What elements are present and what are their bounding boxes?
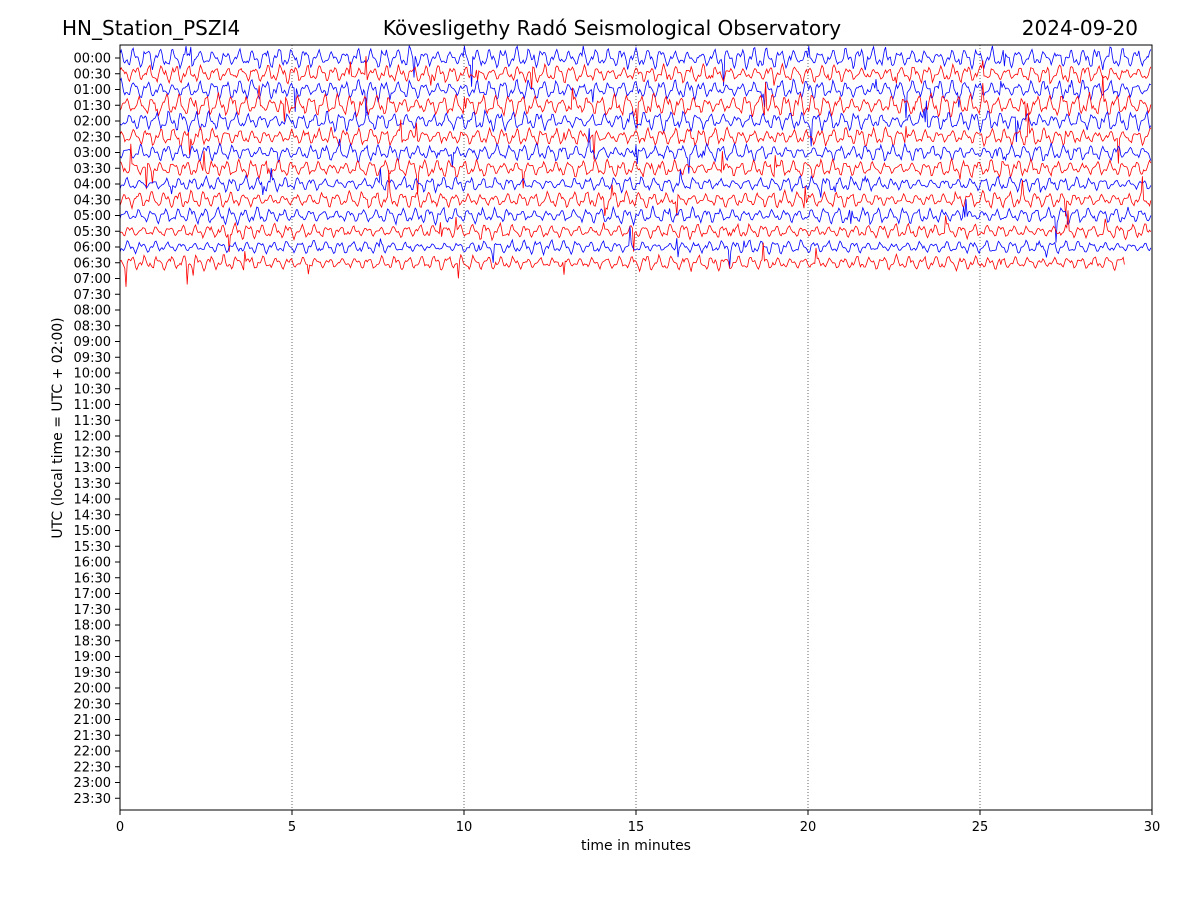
y-tick-label: 15:00 <box>74 524 111 539</box>
y-tick-label: 16:30 <box>74 571 111 586</box>
y-tick-label: 11:30 <box>74 414 111 429</box>
y-tick-label: 19:00 <box>74 650 111 665</box>
trace-0300 <box>119 128 1152 174</box>
trace-0530 <box>119 210 1152 252</box>
trace-0230 <box>119 112 1152 164</box>
observatory-title: Kövesligethy Radó Seismological Observat… <box>383 16 841 40</box>
y-tick-label: 21:30 <box>74 729 111 744</box>
y-tick-label: 12:00 <box>74 430 111 445</box>
y-tick-label: 11:00 <box>74 398 111 413</box>
y-tick-label: 17:00 <box>74 587 111 602</box>
x-tick-label: 0 <box>116 820 124 835</box>
y-tick-label: 13:00 <box>74 461 111 476</box>
y-tick-label: 03:30 <box>74 162 111 177</box>
trace-0200 <box>119 100 1152 147</box>
y-tick-label: 04:00 <box>74 178 111 193</box>
y-tick-label: 06:30 <box>74 256 111 271</box>
y-axis-ticks: 00:0000:3001:0001:3002:0002:3003:0003:30… <box>74 52 120 807</box>
y-tick-label: 00:00 <box>74 52 111 67</box>
y-tick-label: 08:00 <box>74 304 111 319</box>
y-tick-label: 15:30 <box>74 540 111 555</box>
trace-0600 <box>119 226 1152 268</box>
y-tick-label: 01:00 <box>74 83 111 98</box>
trace-0030 <box>119 56 1152 90</box>
y-tick-label: 06:00 <box>74 241 111 256</box>
date-label: 2024-09-20 <box>1022 16 1138 40</box>
y-tick-label: 09:30 <box>74 351 111 366</box>
y-tick-label: 23:30 <box>74 792 111 807</box>
y-tick-label: 08:30 <box>74 319 111 334</box>
trace-0400 <box>119 168 1152 198</box>
trace-0100 <box>119 77 1152 119</box>
y-tick-label: 05:30 <box>74 225 111 240</box>
y-tick-label: 05:00 <box>74 209 111 224</box>
y-tick-label: 02:00 <box>74 115 111 130</box>
y-tick-label: 21:00 <box>74 713 111 728</box>
y-tick-label: 07:30 <box>74 288 111 303</box>
trace-0330 <box>119 143 1152 195</box>
y-tick-label: 18:30 <box>74 634 111 649</box>
y-tick-label: 20:30 <box>74 697 111 712</box>
y-tick-label: 02:30 <box>74 130 111 145</box>
y-tick-label: 10:30 <box>74 382 111 397</box>
y-axis-label: UTC (local time = UTC + 02:00) <box>50 317 66 538</box>
y-tick-label: 20:00 <box>74 682 111 697</box>
y-tick-label: 04:30 <box>74 193 111 208</box>
station-label: HN_Station_PSZI4 <box>62 16 240 40</box>
y-tick-label: 22:00 <box>74 745 111 760</box>
y-tick-label: 01:30 <box>74 99 111 114</box>
trace-0000 <box>119 44 1152 87</box>
trace-0430 <box>119 170 1152 217</box>
y-tick-label: 23:00 <box>74 776 111 791</box>
y-tick-label: 22:30 <box>74 760 111 775</box>
x-axis-label: time in minutes <box>581 838 691 854</box>
x-tick-label: 30 <box>1144 820 1161 835</box>
x-tick-label: 25 <box>972 820 989 835</box>
y-tick-label: 03:00 <box>74 146 111 161</box>
trace-0500 <box>119 199 1152 243</box>
y-tick-label: 16:00 <box>74 556 111 571</box>
y-tick-label: 19:30 <box>74 666 111 681</box>
y-tick-label: 07:00 <box>74 272 111 287</box>
x-tick-label: 20 <box>800 820 817 835</box>
x-axis-ticks: 0 5 10 15 20 25 30 <box>116 810 1160 835</box>
y-tick-label: 12:30 <box>74 445 111 460</box>
y-tick-label: 09:00 <box>74 335 111 350</box>
x-tick-label: 5 <box>288 820 296 835</box>
y-tick-label: 13:30 <box>74 477 111 492</box>
y-tick-label: 17:30 <box>74 603 111 618</box>
trace-0130 <box>119 75 1152 129</box>
y-tick-label: 18:00 <box>74 619 111 634</box>
y-tick-label: 00:30 <box>74 67 111 82</box>
y-tick-label: 10:00 <box>74 367 111 382</box>
x-tick-label: 10 <box>456 820 473 835</box>
y-tick-label: 14:00 <box>74 493 111 508</box>
trace-0630 <box>119 242 1125 287</box>
x-tick-label: 15 <box>628 820 645 835</box>
y-tick-label: 14:30 <box>74 508 111 523</box>
traces <box>119 44 1152 287</box>
grid-lines <box>291 45 981 810</box>
